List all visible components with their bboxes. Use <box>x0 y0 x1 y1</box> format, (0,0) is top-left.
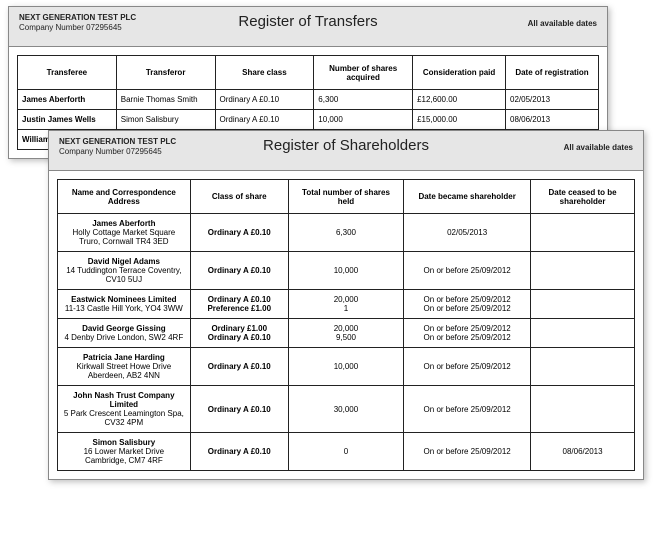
cell: 02/05/2013 <box>506 90 599 110</box>
cell: Ordinary A £0.10Preference £1.00 <box>190 290 288 319</box>
cell: Ordinary A £0.10 <box>215 110 314 130</box>
shareholders-head-row: Name and Correspondence AddressClass of … <box>58 180 635 214</box>
name-cell: Eastwick Nominees Limited11-13 Castle Hi… <box>58 290 191 319</box>
cell: Ordinary A £0.10 <box>190 433 288 471</box>
table-row: Eastwick Nominees Limited11-13 Castle Hi… <box>58 290 635 319</box>
column-header: Total number of shares held <box>288 180 403 214</box>
table-row: Patricia Jane HardingKirkwall Street How… <box>58 348 635 386</box>
column-header: Name and Correspondence Address <box>58 180 191 214</box>
table-row: David George Gissing4 Denby Drive London… <box>58 319 635 348</box>
shareholders-header: NEXT GENERATION TEST PLC Company Number … <box>49 131 643 171</box>
cell: 0 <box>288 433 403 471</box>
cell <box>531 252 635 290</box>
column-header: Share class <box>215 56 314 90</box>
cell <box>531 386 635 433</box>
cell: On or before 25/09/2012 <box>404 348 531 386</box>
shareholders-sheet: NEXT GENERATION TEST PLC Company Number … <box>48 130 644 480</box>
table-row: James AberforthHolly Cottage Market Squa… <box>58 214 635 252</box>
cell <box>531 290 635 319</box>
column-header: Date became shareholder <box>404 180 531 214</box>
transfers-title: Register of Transfers <box>9 13 607 30</box>
table-row: John Nash Trust Company Limited5 Park Cr… <box>58 386 635 433</box>
shareholders-title: Register of Shareholders <box>49 137 643 154</box>
table-row: James AberforthBarnie Thomas SmithOrdina… <box>18 90 599 110</box>
cell: Justin James Wells <box>18 110 117 130</box>
cell: On or before 25/09/2012On or before 25/0… <box>404 290 531 319</box>
cell: Barnie Thomas Smith <box>116 90 215 110</box>
name-cell: James AberforthHolly Cottage Market Squa… <box>58 214 191 252</box>
cell: Ordinary £1.00Ordinary A £0.10 <box>190 319 288 348</box>
name-cell: David George Gissing4 Denby Drive London… <box>58 319 191 348</box>
cell: 30,000 <box>288 386 403 433</box>
transfers-header: NEXT GENERATION TEST PLC Company Number … <box>9 7 607 47</box>
cell: 10,000 <box>288 252 403 290</box>
column-header: Date ceased to be shareholder <box>531 180 635 214</box>
cell: On or before 25/09/2012 <box>404 386 531 433</box>
cell: James Aberforth <box>18 90 117 110</box>
cell: 6,300 <box>314 90 413 110</box>
cell: 08/06/2013 <box>531 433 635 471</box>
column-header: Transferee <box>18 56 117 90</box>
cell: On or before 25/09/2012 <box>404 252 531 290</box>
cell: 08/06/2013 <box>506 110 599 130</box>
name-cell: Simon Salisbury16 Lower Market Drive Cam… <box>58 433 191 471</box>
column-header: Transferor <box>116 56 215 90</box>
cell: Ordinary A £0.10 <box>215 90 314 110</box>
cell <box>531 348 635 386</box>
dates-note: All available dates <box>528 19 597 28</box>
cell: Simon Salisbury <box>116 110 215 130</box>
table-row: David Nigel Adams14 Tuddington Terrace C… <box>58 252 635 290</box>
cell <box>531 319 635 348</box>
cell: 20,0001 <box>288 290 403 319</box>
cell: £15,000.00 <box>413 110 506 130</box>
column-header: Consideration paid <box>413 56 506 90</box>
cell: Ordinary A £0.10 <box>190 386 288 433</box>
name-cell: Patricia Jane HardingKirkwall Street How… <box>58 348 191 386</box>
table-row: Justin James WellsSimon SalisburyOrdinar… <box>18 110 599 130</box>
dates-note: All available dates <box>564 143 633 152</box>
cell: On or before 25/09/2012On or before 25/0… <box>404 319 531 348</box>
cell: 10,000 <box>314 110 413 130</box>
name-cell: David Nigel Adams14 Tuddington Terrace C… <box>58 252 191 290</box>
column-header: Date of registration <box>506 56 599 90</box>
transfers-head-row: TransfereeTransferorShare classNumber of… <box>18 56 599 90</box>
cell: £12,600.00 <box>413 90 506 110</box>
cell: Ordinary A £0.10 <box>190 252 288 290</box>
name-cell: John Nash Trust Company Limited5 Park Cr… <box>58 386 191 433</box>
column-header: Number of shares acquired <box>314 56 413 90</box>
cell: On or before 25/09/2012 <box>404 433 531 471</box>
shareholders-table: Name and Correspondence AddressClass of … <box>57 179 635 471</box>
cell: 20,0009,500 <box>288 319 403 348</box>
column-header: Class of share <box>190 180 288 214</box>
cell <box>531 214 635 252</box>
table-row: Simon Salisbury16 Lower Market Drive Cam… <box>58 433 635 471</box>
cell: 10,000 <box>288 348 403 386</box>
cell: 02/05/2013 <box>404 214 531 252</box>
cell: 6,300 <box>288 214 403 252</box>
cell: Ordinary A £0.10 <box>190 348 288 386</box>
cell: Ordinary A £0.10 <box>190 214 288 252</box>
